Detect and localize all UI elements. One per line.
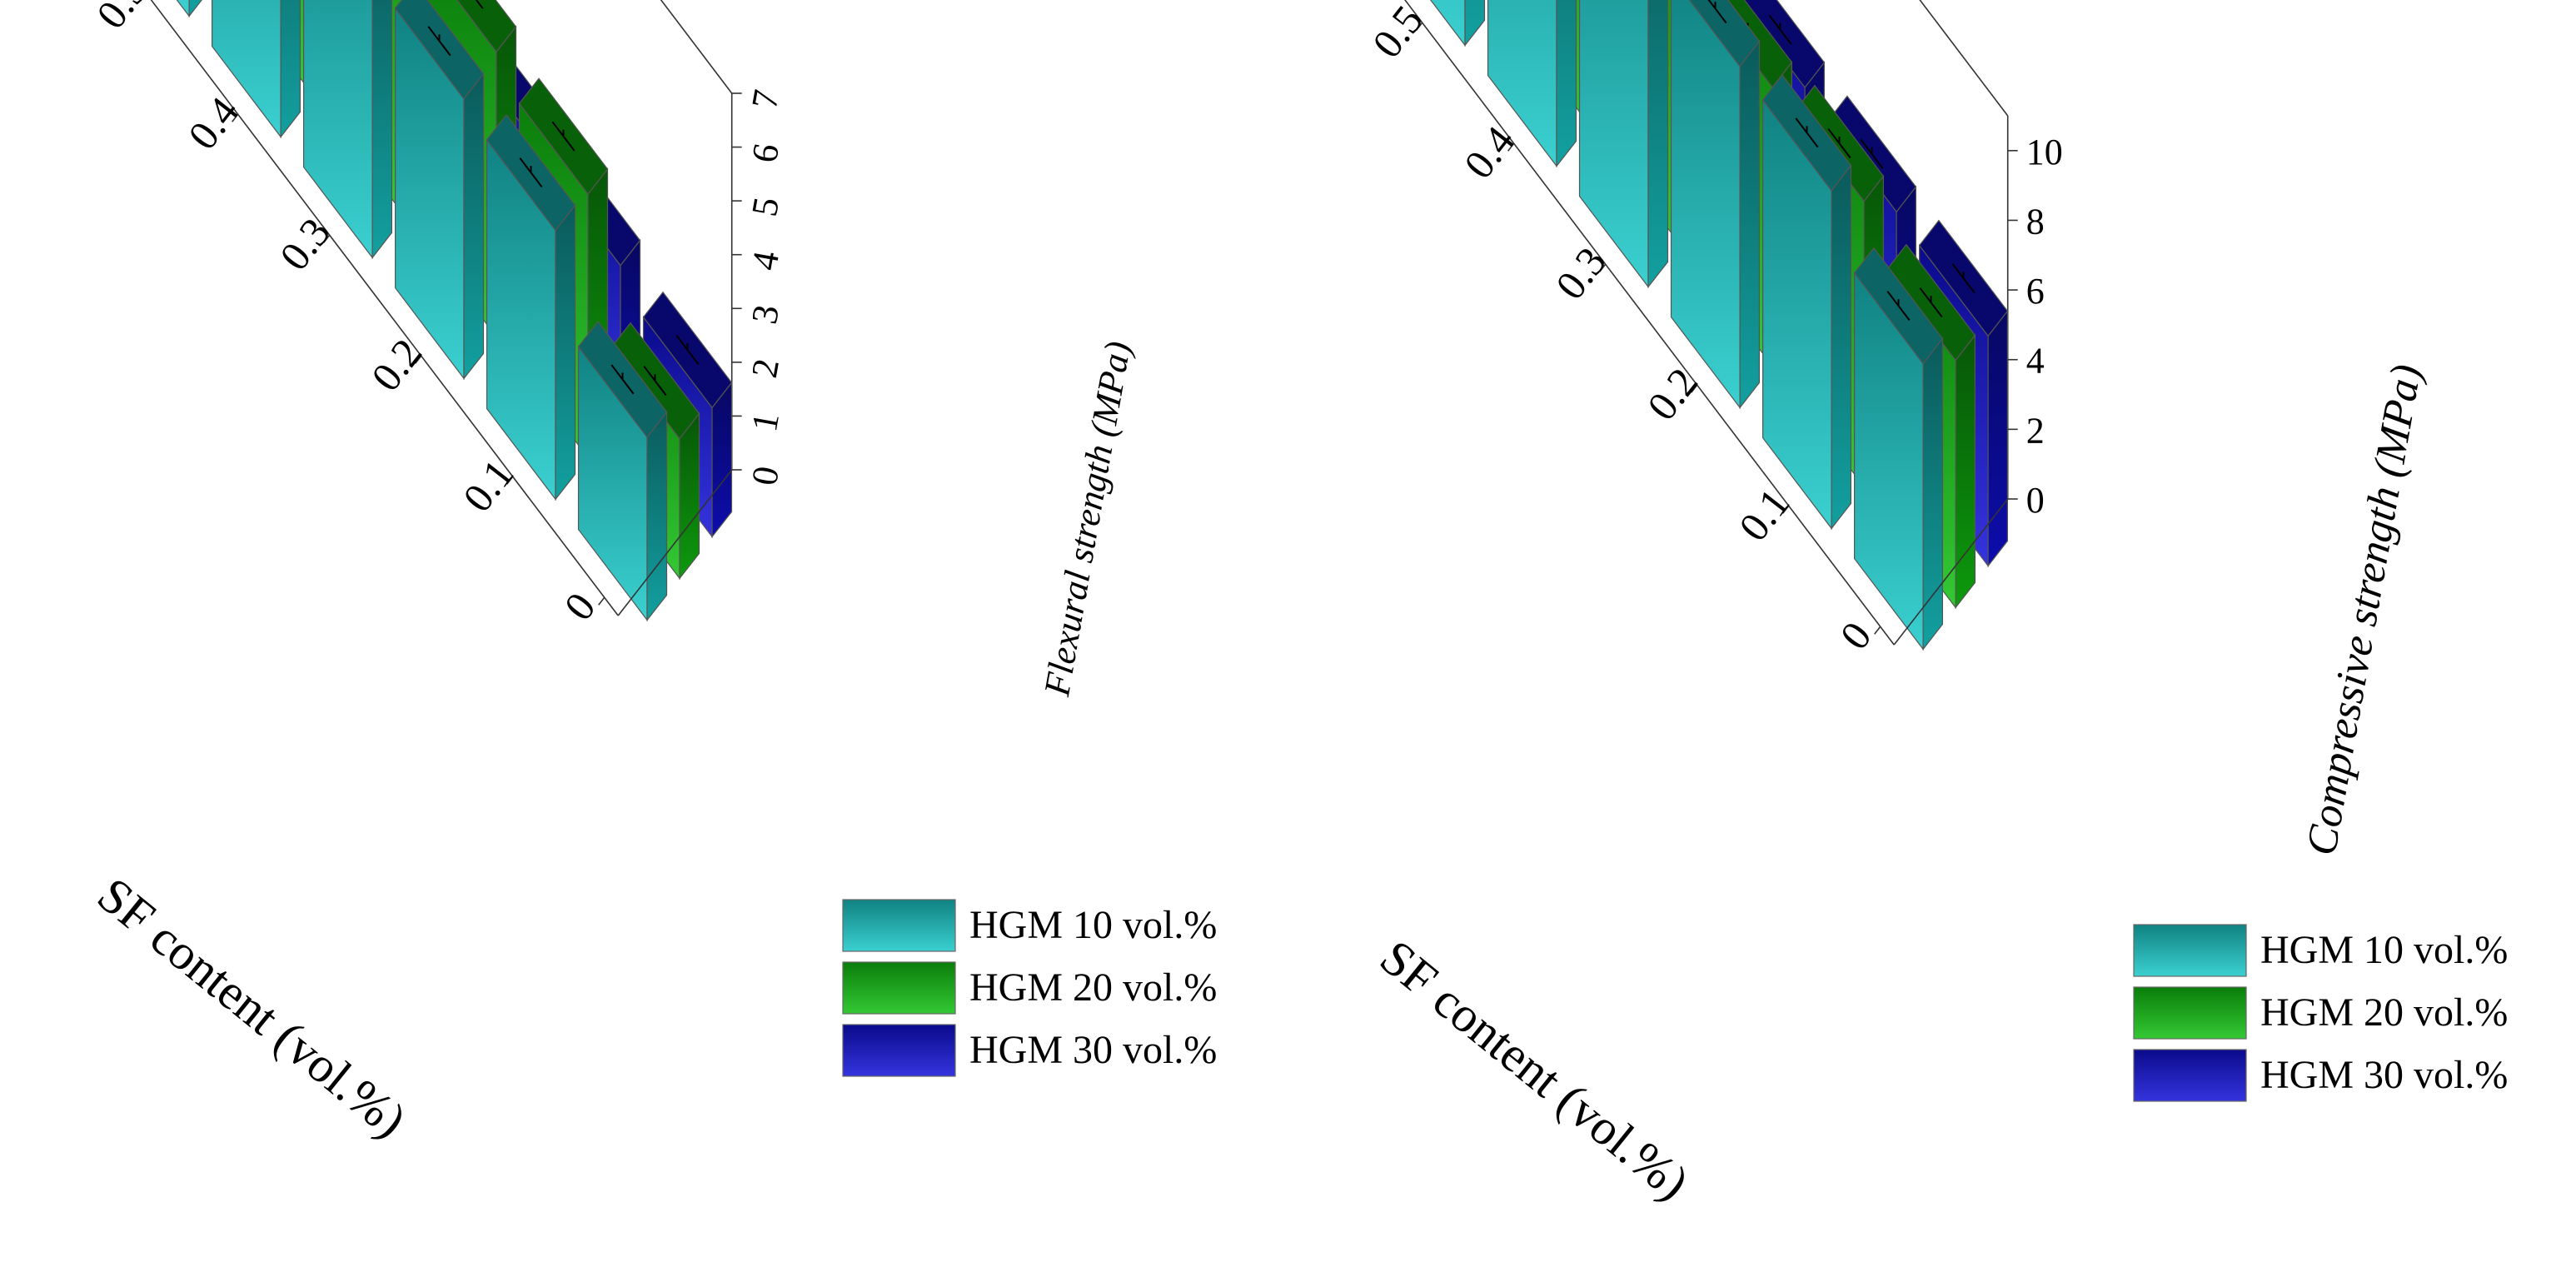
floor-front-edge bbox=[1404, 0, 1895, 646]
bar-hgm-10-vol-sf-0-1 bbox=[486, 113, 576, 501]
legend-item-hgm-30-vol: HGM 30 vol.% bbox=[842, 1024, 1217, 1077]
z-axis-label: Compressive strength (MPa) bbox=[2298, 361, 2431, 859]
x-tick-label: 0.1 bbox=[1730, 480, 1799, 550]
legend-swatch bbox=[842, 961, 956, 1015]
x-tick bbox=[598, 596, 605, 606]
compressive-strength-chart: 0 0.1 0.2 0.3 0.4 0.5 0 2 4 6 8 10 SF content (vol… bbox=[1363, 0, 2508, 1211]
bar-hgm-10-vol-sf-0 bbox=[1853, 247, 1944, 651]
z-axis-label: Flexural strength (MPa) bbox=[1036, 338, 1139, 700]
x-tick-label: 0.2 bbox=[1638, 359, 1707, 429]
bar-hgm-10-vol-sf-0-4 bbox=[1487, 0, 1577, 168]
x-tick bbox=[506, 476, 514, 485]
z-tick-label: 7 bbox=[744, 87, 787, 112]
x-tick bbox=[323, 234, 331, 243]
z-tick-label: 10 bbox=[2026, 132, 2063, 172]
floor-right-edge bbox=[617, 469, 733, 616]
x-tick bbox=[1691, 384, 1698, 393]
x-tick bbox=[1599, 263, 1607, 272]
legend-label: HGM 30 vol.% bbox=[969, 1028, 1217, 1072]
bar-hgm-10-vol-sf-0-3 bbox=[1578, 0, 1669, 289]
x-tick-label: 0.2 bbox=[362, 330, 431, 400]
z-tick-label: 4 bbox=[744, 248, 787, 273]
z-tick-labels: 0 1 2 3 4 5 6 7 bbox=[744, 87, 787, 488]
bar-hgm-10-vol-sf-0-3 bbox=[303, 0, 392, 260]
bar-hgm-10-vol-sf-0-5 bbox=[176, 0, 202, 18]
bar-hgm-10-vol-sf-0-2 bbox=[394, 0, 485, 381]
legend-swatch bbox=[842, 899, 956, 952]
bar-hgm-10-vol-sf-0 bbox=[577, 321, 668, 622]
z-tick-label: 2 bbox=[2026, 410, 2045, 451]
z-tick-label: 5 bbox=[744, 194, 787, 219]
bar-hgm-10-vol-sf-0-1 bbox=[1761, 74, 1852, 531]
legend-label: HGM 10 vol.% bbox=[969, 903, 1217, 947]
axis-box-front bbox=[1404, 0, 2018, 646]
x-tick-label: 0.5 bbox=[87, 0, 157, 37]
x-tick bbox=[1782, 505, 1790, 514]
bars bbox=[176, 0, 733, 622]
z-tick-label: 2 bbox=[744, 356, 787, 381]
flexural-strength-chart: 0 0.1 0.2 0.3 0.4 0.5 0 1 2 3 4 5 6 7 SF content (vo… bbox=[87, 0, 1217, 1149]
x-tick-label: 0.3 bbox=[271, 209, 340, 279]
legend-item-hgm-10-vol: HGM 10 vol.% bbox=[842, 899, 1217, 952]
x-tick-label: 0.5 bbox=[1363, 0, 1432, 67]
x-tick-label: 0.3 bbox=[1547, 238, 1616, 308]
floor-front-edge bbox=[150, 0, 619, 616]
legend-swatch bbox=[2133, 1049, 2247, 1102]
z-tick-label: 1 bbox=[744, 409, 787, 434]
z-tick-label: 6 bbox=[744, 141, 787, 166]
x-tick-label: 0.1 bbox=[454, 451, 523, 521]
z-tick-label: 3 bbox=[744, 302, 787, 327]
z-tick-label: 8 bbox=[2026, 201, 2045, 242]
legend-swatch bbox=[842, 1024, 956, 1077]
z-tick-label: 4 bbox=[2026, 341, 2045, 382]
legend-item-hgm-30-vol: HGM 30 vol.% bbox=[2133, 1049, 2508, 1102]
legend-label: HGM 20 vol.% bbox=[2260, 990, 2508, 1035]
x-tick-label: 0.4 bbox=[179, 88, 248, 158]
legend-item-hgm-20-vol: HGM 20 vol.% bbox=[2133, 986, 2508, 1040]
z-tick-label: 6 bbox=[2026, 271, 2045, 312]
x-axis-label: SF content (vol.%) bbox=[87, 867, 416, 1149]
legend-label: HGM 20 vol.% bbox=[969, 965, 1217, 1010]
x-axis-label: SF content (vol.%) bbox=[1370, 930, 1699, 1211]
legend-swatch bbox=[2133, 924, 2247, 977]
x-tick bbox=[1416, 22, 1423, 31]
bar-hgm-10-vol-sf-0-2 bbox=[1670, 0, 1761, 410]
legend-item-hgm-10-vol: HGM 10 vol.% bbox=[2133, 924, 2508, 977]
bars bbox=[1429, 0, 2009, 651]
bar-hgm-10-vol-sf-0-4 bbox=[212, 0, 301, 139]
bar-hgm-10-vol-sf-0-5 bbox=[1429, 0, 1486, 47]
z-tick-labels: 0 2 4 6 8 10 bbox=[2026, 132, 2063, 521]
x-tick bbox=[232, 113, 239, 122]
x-tick-label: 0.4 bbox=[1455, 117, 1524, 187]
x-tick bbox=[415, 355, 422, 364]
legend: HGM 10 vol.% HGM 20 vol.% HGM 30 vol.% bbox=[842, 899, 1217, 1077]
legend: HGM 10 vol.% HGM 20 vol.% HGM 30 vol.% bbox=[2133, 924, 2508, 1102]
x-tick-label: 0 bbox=[555, 584, 605, 629]
x-tick bbox=[1874, 626, 1881, 635]
legend-label: HGM 30 vol.% bbox=[2260, 1053, 2508, 1097]
x-tick-label: 0 bbox=[1831, 613, 1881, 658]
legend-label: HGM 10 vol.% bbox=[2260, 928, 2508, 972]
legend-item-hgm-20-vol: HGM 20 vol.% bbox=[842, 961, 1217, 1015]
floor-right-edge bbox=[1893, 498, 2009, 646]
z-tick-label: 0 bbox=[744, 463, 787, 488]
z-tick-label: 0 bbox=[2026, 480, 2045, 521]
legend-swatch bbox=[2133, 986, 2247, 1040]
axis-box-front bbox=[140, 0, 742, 616]
x-tick bbox=[1507, 142, 1515, 152]
